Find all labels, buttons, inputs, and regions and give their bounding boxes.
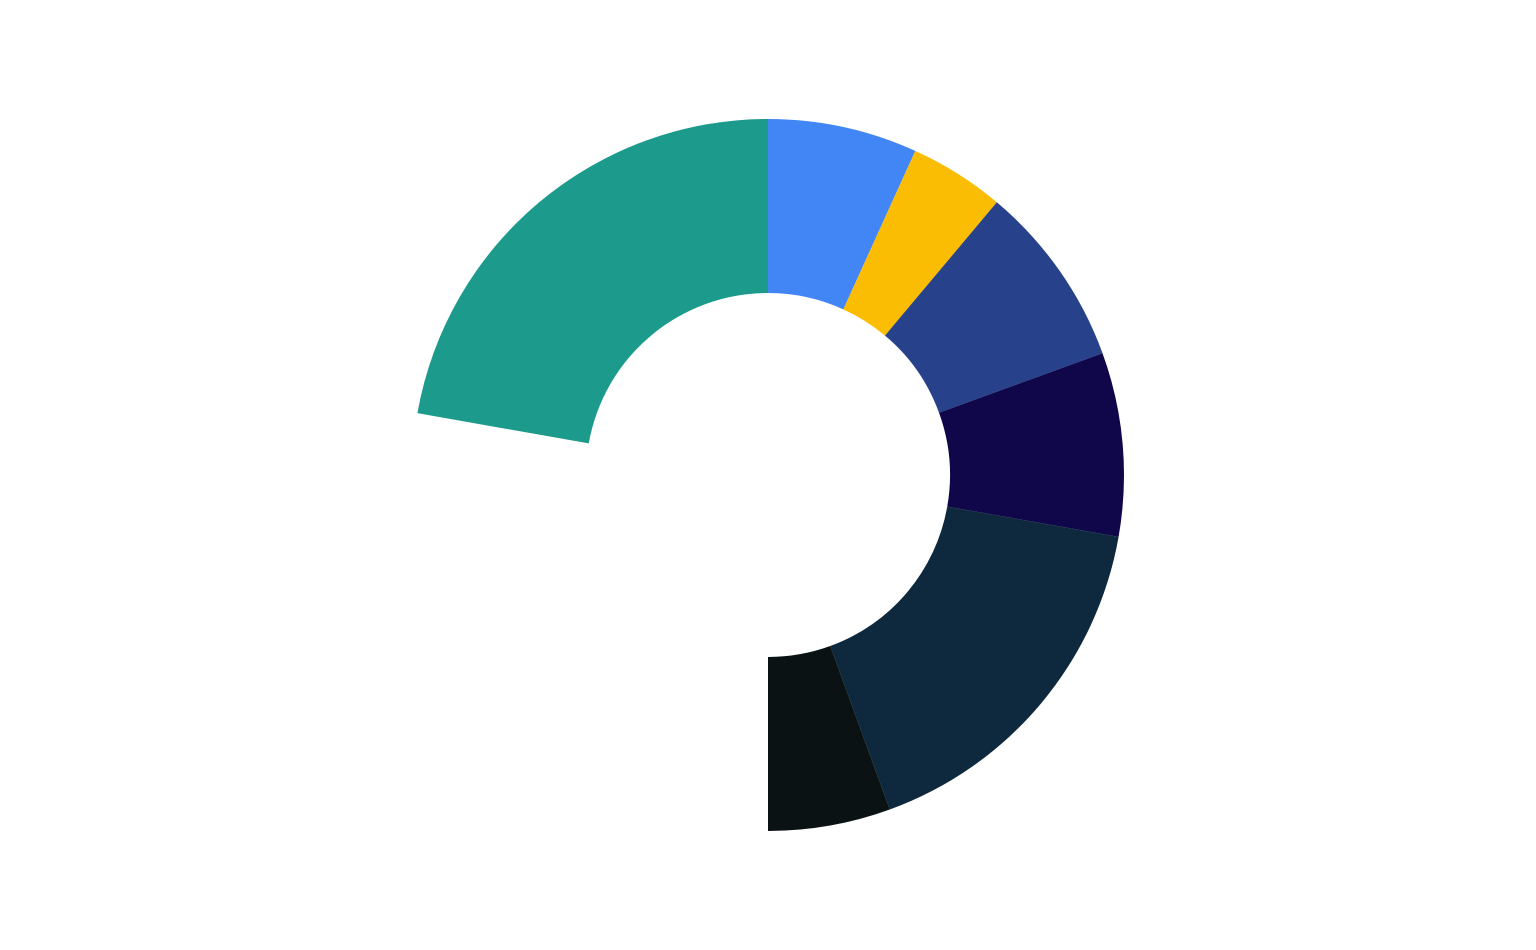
donut-slice-4 — [939, 353, 1124, 537]
donut-slice-3 — [884, 202, 1103, 413]
donut-slice-6 — [768, 646, 890, 831]
donut-slice-1 — [768, 119, 916, 310]
donut-gap-slice — [412, 413, 768, 831]
donut-slice-2 — [843, 150, 997, 336]
donut-slice-5 — [830, 506, 1119, 810]
donut-slice-8 — [417, 119, 768, 444]
